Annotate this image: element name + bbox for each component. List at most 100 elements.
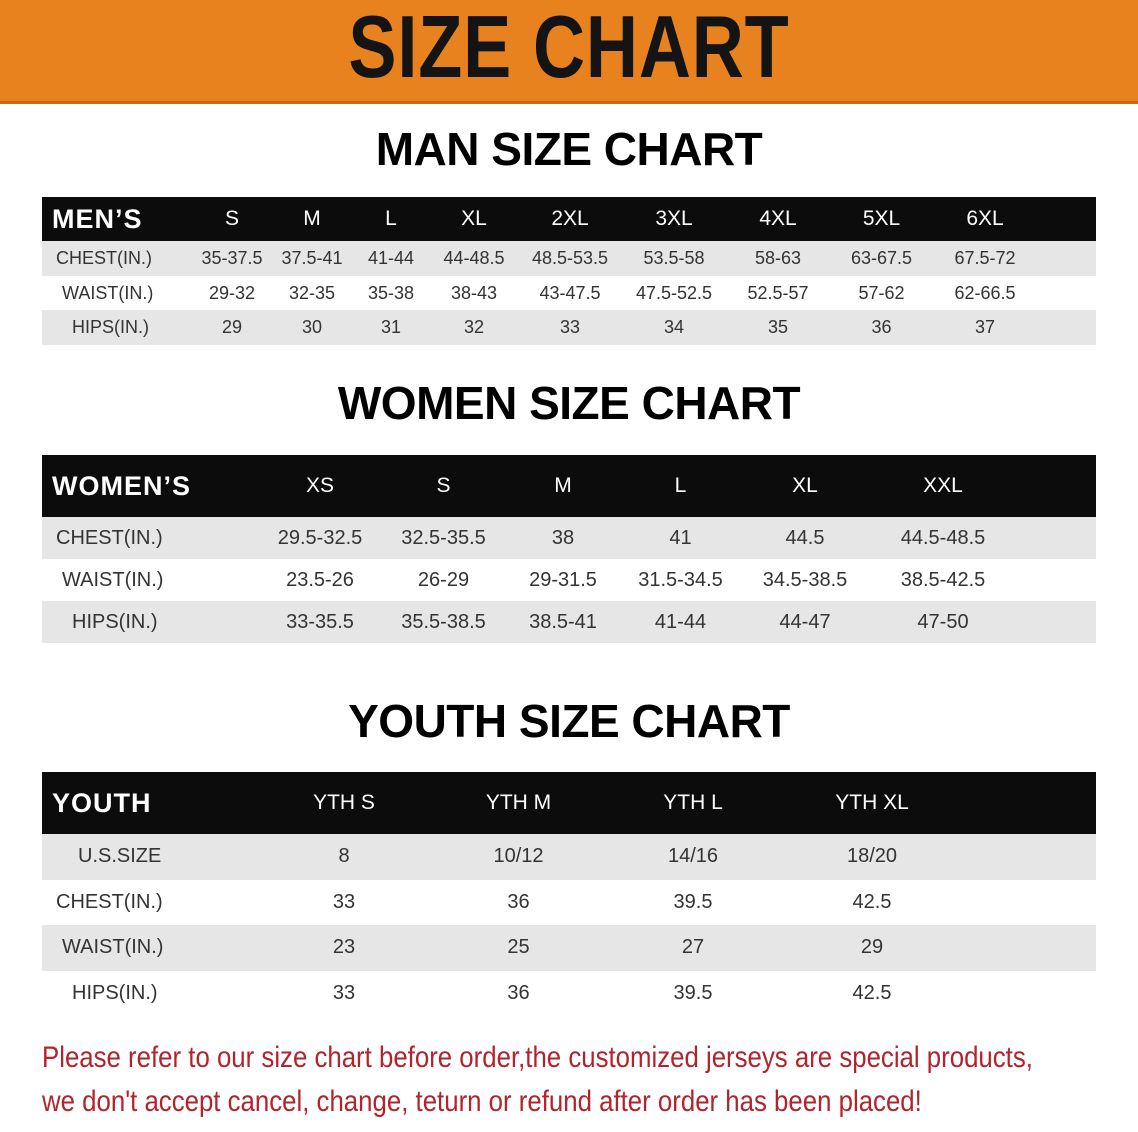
- column-header: YTH L: [606, 772, 780, 834]
- column-header: M: [272, 197, 352, 241]
- table-cell: 52.5-57: [747, 282, 809, 303]
- column-header: 4XL: [726, 197, 830, 241]
- table-header-label: YOUTH: [42, 772, 257, 834]
- table-cell: 30: [272, 310, 352, 346]
- women-size-table: WOMEN’S XS S M L XL XXL CHEST(IN.) 29.5-32.5 32.5…: [42, 455, 1096, 643]
- table-row: CHEST(IN.) 29.5-32.5 32.5-35.5 38 41 44.5 44.5…: [42, 517, 1096, 559]
- table-cell: 14/16: [606, 834, 780, 880]
- table-cell: 29-32: [208, 282, 256, 303]
- women-title: WOMEN SIZE CHART: [337, 377, 801, 429]
- row-label: WAIST(IN.): [62, 282, 154, 303]
- row-label: CHEST(IN.): [56, 890, 163, 913]
- table-cell: 32.5-35.5: [382, 517, 505, 559]
- notice: Please refer to our size chart before or…: [42, 1036, 1033, 1124]
- column-header: L: [352, 197, 430, 241]
- row-label: HIPS(IN.): [42, 310, 192, 346]
- table-cell: 44-47: [740, 601, 870, 643]
- table-cell: 38: [505, 517, 621, 559]
- notice-line-2: we don't accept cancel, change, teturn o…: [42, 1085, 922, 1118]
- column-header: XL: [740, 455, 870, 517]
- column-header: S: [192, 197, 272, 241]
- table-row: CHEST(IN.) 35-37.5 37.5-41 41-44 44-48.5 48.5…: [42, 241, 1096, 276]
- table-row: U.S.SIZE 8 10/12 14/16 18/20: [42, 834, 1096, 880]
- table-cell: 33: [518, 310, 622, 346]
- row-label: HIPS(IN.): [72, 981, 158, 1004]
- table-cell: 8: [257, 834, 431, 880]
- table-row: HIPS(IN.) 33-35.5 35.5-38.5 38.5-41 41-44 44-…: [42, 601, 1096, 643]
- table-cell: 58-63: [726, 241, 830, 276]
- table-cell: 48.5-53.5: [518, 241, 622, 276]
- table-cell: 38.5-41: [505, 601, 621, 643]
- table-cell: 10/12: [431, 834, 606, 880]
- table-cell: 44-48.5: [430, 241, 518, 276]
- table-cell: 33-35.5: [258, 601, 382, 643]
- table-row: HIPS(IN.) 33 36 39.5 42.5: [42, 971, 1096, 1017]
- youth-title: YOUTH SIZE CHART: [348, 695, 790, 747]
- table-cell: 32: [430, 310, 518, 346]
- table-row: WAIST(IN.) 23.5-26 26-29 29-31.5 31.5-34.5 34…: [42, 559, 1096, 601]
- table-cell: 38-43: [450, 282, 498, 303]
- table-cell: 18/20: [780, 834, 964, 880]
- table-header-label: MEN’S: [42, 197, 192, 241]
- table-cell: 26-29: [417, 568, 470, 591]
- table-cell: 35-38: [367, 282, 415, 303]
- table-cell: 41-44: [352, 241, 430, 276]
- table-cell: 29: [192, 310, 272, 346]
- youth-size-table: YOUTH YTH S YTH M YTH L YTH XL U.S.SIZE 8 10/12…: [42, 772, 1096, 1016]
- column-header: 3XL: [622, 197, 726, 241]
- table-cell: 31.5-34.5: [638, 568, 723, 591]
- table-cell: 62-66.5: [954, 282, 1016, 303]
- table-cell: 23: [257, 925, 431, 971]
- row-label: CHEST(IN.): [42, 517, 258, 559]
- table-cell: 29-31.5: [529, 568, 597, 591]
- row-label: WAIST(IN.): [42, 925, 257, 971]
- table-cell: 29: [780, 925, 964, 971]
- column-header: 2XL: [518, 197, 622, 241]
- table-cell: 34: [622, 310, 726, 346]
- table-cell: 33: [332, 890, 356, 913]
- table-cell: 38.5-42.5: [900, 568, 986, 591]
- table-row: HIPS(IN.) 29 30 31 32 33 34 35 36 37: [42, 310, 1096, 346]
- table-cell: 43-47.5: [539, 282, 601, 303]
- table-cell: 47-50: [870, 601, 1016, 643]
- row-label: CHEST(IN.): [42, 241, 192, 276]
- table-cell: 47.5-52.5: [635, 282, 713, 303]
- column-header: L: [621, 455, 740, 517]
- table-cell: 31: [352, 310, 430, 346]
- table-cell: 39.5: [673, 890, 713, 913]
- table-cell: 32-35: [288, 282, 336, 303]
- banner-title: SIZE CHART: [348, 0, 790, 96]
- row-label: HIPS(IN.): [42, 601, 258, 643]
- table-row: CHEST(IN.) 33 36 39.5 42.5: [42, 880, 1096, 926]
- table-cell: 37: [933, 310, 1037, 346]
- table-cell: 36: [507, 890, 530, 913]
- table-cell: 34.5-38.5: [762, 568, 848, 591]
- table-row: WAIST(IN.) 23 25 27 29: [42, 925, 1096, 971]
- notice-line-1: Please refer to our size chart before or…: [42, 1041, 1033, 1074]
- table-cell: 37.5-41: [272, 241, 352, 276]
- table-cell: 29.5-32.5: [258, 517, 382, 559]
- column-header: 5XL: [830, 197, 933, 241]
- banner: SIZE CHART: [0, 0, 1138, 104]
- men-title: MAN SIZE CHART: [375, 123, 763, 175]
- table-cell: 35.5-38.5: [382, 601, 505, 643]
- table-cell: 67.5-72: [933, 241, 1037, 276]
- table-cell: 42.5: [852, 981, 892, 1004]
- table-cell: 44.5: [740, 517, 870, 559]
- column-header: XL: [430, 197, 518, 241]
- column-header: 6XL: [933, 197, 1037, 241]
- table-cell: 63-67.5: [830, 241, 933, 276]
- row-label: U.S.SIZE: [42, 834, 257, 880]
- table-row: WAIST(IN.) 29-32 32-35 35-38 38-43 43-47.5 47.…: [42, 276, 1096, 311]
- men-size-table: MEN’S S M L XL 2XL 3XL 4XL 5XL 6XL CHEST(IN.) 35-37…: [42, 197, 1096, 346]
- table-cell: 35: [726, 310, 830, 346]
- column-header: S: [382, 455, 505, 517]
- table-cell: 39.5: [673, 981, 713, 1004]
- table-cell: 41: [621, 517, 740, 559]
- table-cell: 36: [507, 981, 530, 1004]
- column-header: YTH S: [257, 772, 431, 834]
- table-cell: 35-37.5: [192, 241, 272, 276]
- table-cell: 27: [606, 925, 780, 971]
- table-cell: 33: [332, 981, 356, 1004]
- table-header-label: WOMEN’S: [42, 455, 258, 517]
